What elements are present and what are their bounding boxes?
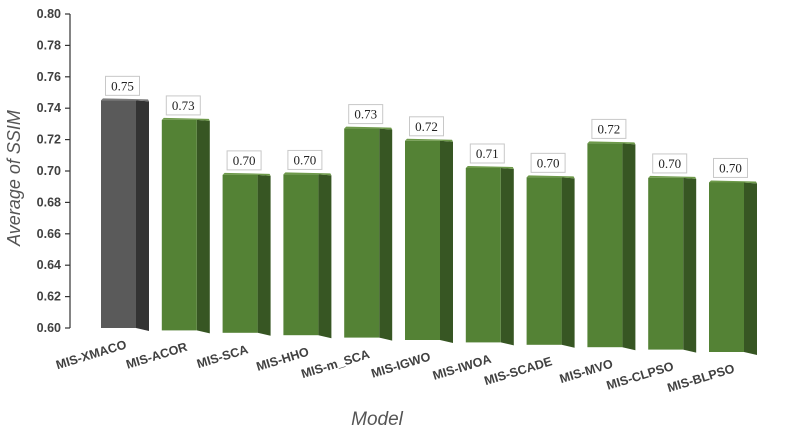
x-tick-label: MIS-m_SCA bbox=[299, 347, 371, 381]
bar-front bbox=[465, 167, 501, 343]
bar: 0.70 bbox=[222, 150, 271, 336]
bar-front bbox=[526, 177, 562, 345]
bar-top bbox=[587, 141, 636, 145]
bar: 0.70 bbox=[283, 149, 332, 339]
y-tick-label: 0.62 bbox=[37, 290, 61, 304]
y-tick-label: 0.72 bbox=[37, 133, 61, 147]
x-tick-label: MIS-ACOR bbox=[124, 340, 189, 372]
y-tick-label: 0.66 bbox=[37, 227, 61, 241]
x-axis-title: Model bbox=[351, 409, 404, 430]
bar-side bbox=[318, 174, 332, 339]
bar-front bbox=[222, 174, 258, 333]
bar-side bbox=[500, 167, 514, 346]
bar-front bbox=[648, 177, 684, 350]
bar-top bbox=[465, 165, 514, 169]
bar-top bbox=[101, 98, 149, 102]
data-label: 0.72 bbox=[415, 119, 438, 134]
bars: 0.75 0.73 0.70 0.70 0.73 0.72 0.71 0.70 0.72 0.70… bbox=[101, 75, 757, 355]
bar-front bbox=[587, 143, 623, 348]
bar-front bbox=[709, 182, 744, 352]
data-label-box bbox=[409, 116, 444, 137]
x-tick-label: MIS-SCADE bbox=[483, 354, 554, 388]
y-tick-label: 0.68 bbox=[37, 195, 61, 209]
bar: 0.71 bbox=[465, 143, 514, 346]
y-tick-label: 0.76 bbox=[37, 70, 61, 84]
data-label-box bbox=[469, 143, 505, 164]
y-tick-label: 0.70 bbox=[37, 164, 61, 178]
bar: 0.73 bbox=[344, 104, 393, 341]
bar: 0.72 bbox=[405, 116, 453, 343]
y-tick-label: 0.80 bbox=[37, 7, 61, 21]
bar-front bbox=[101, 100, 136, 328]
x-tick-label: MIS-SCA bbox=[195, 342, 250, 371]
data-label: 0.70 bbox=[294, 152, 317, 167]
bar-top bbox=[283, 172, 332, 176]
y-tick-label: 0.78 bbox=[37, 38, 61, 52]
data-label-box bbox=[652, 153, 688, 174]
data-label: 0.71 bbox=[476, 146, 499, 161]
y-tick-label: 0.60 bbox=[37, 321, 61, 335]
data-label: 0.73 bbox=[172, 98, 195, 113]
data-label: 0.70 bbox=[719, 160, 742, 175]
data-label-box bbox=[348, 104, 384, 125]
bar-top bbox=[405, 138, 453, 142]
bar-side bbox=[257, 174, 271, 336]
bar-side bbox=[561, 177, 575, 348]
data-label-box bbox=[165, 95, 201, 116]
bar: 0.72 bbox=[587, 118, 636, 351]
bar: 0.75 bbox=[101, 75, 149, 331]
x-tick-label: MIS-BLPSO bbox=[666, 361, 737, 395]
bar-side bbox=[622, 143, 636, 351]
bar-top bbox=[222, 172, 271, 176]
bar: 0.73 bbox=[161, 95, 210, 334]
bar-top bbox=[648, 175, 697, 179]
bar-side bbox=[744, 182, 757, 355]
bar-top bbox=[526, 175, 575, 179]
y-axis-title: Average of SSIM bbox=[4, 110, 24, 247]
data-label: 0.70 bbox=[658, 156, 681, 171]
bar: 0.70 bbox=[648, 153, 697, 353]
bar-top bbox=[709, 180, 757, 184]
data-label-box bbox=[530, 152, 566, 173]
bar: 0.70 bbox=[526, 152, 575, 348]
bar-front bbox=[405, 140, 440, 340]
data-label-box bbox=[105, 75, 140, 96]
bar-top bbox=[344, 126, 393, 130]
data-label: 0.70 bbox=[537, 155, 560, 170]
data-label-box bbox=[287, 149, 323, 170]
bar-top bbox=[161, 117, 210, 121]
data-label: 0.73 bbox=[354, 107, 377, 122]
data-label-box bbox=[713, 157, 748, 178]
data-label: 0.75 bbox=[111, 78, 134, 93]
y-tick-label: 0.74 bbox=[37, 101, 61, 115]
x-tick-label: MIS-IGWO bbox=[370, 349, 433, 380]
x-tick-label: MIS-CLPSO bbox=[605, 359, 676, 393]
x-tick-label: MIS-XMACO bbox=[54, 337, 128, 372]
bar-side bbox=[379, 128, 393, 341]
bar-side bbox=[196, 119, 210, 334]
bar-front bbox=[283, 174, 319, 336]
y-axis: 0.60 0.62 0.64 0.66 0.68 0.70 0.72 0.74 0.76 0.78… bbox=[37, 7, 71, 335]
data-label: 0.70 bbox=[233, 153, 256, 168]
bar-side bbox=[683, 177, 697, 353]
data-label-box bbox=[226, 150, 262, 171]
bar-front bbox=[161, 119, 197, 331]
data-label-box bbox=[591, 118, 627, 139]
bar: 0.70 bbox=[709, 157, 757, 355]
bar-front bbox=[344, 128, 380, 338]
y-tick-label: 0.64 bbox=[37, 258, 61, 272]
data-label: 0.72 bbox=[598, 121, 621, 136]
bar-side bbox=[440, 140, 453, 343]
bar-side bbox=[136, 100, 149, 331]
